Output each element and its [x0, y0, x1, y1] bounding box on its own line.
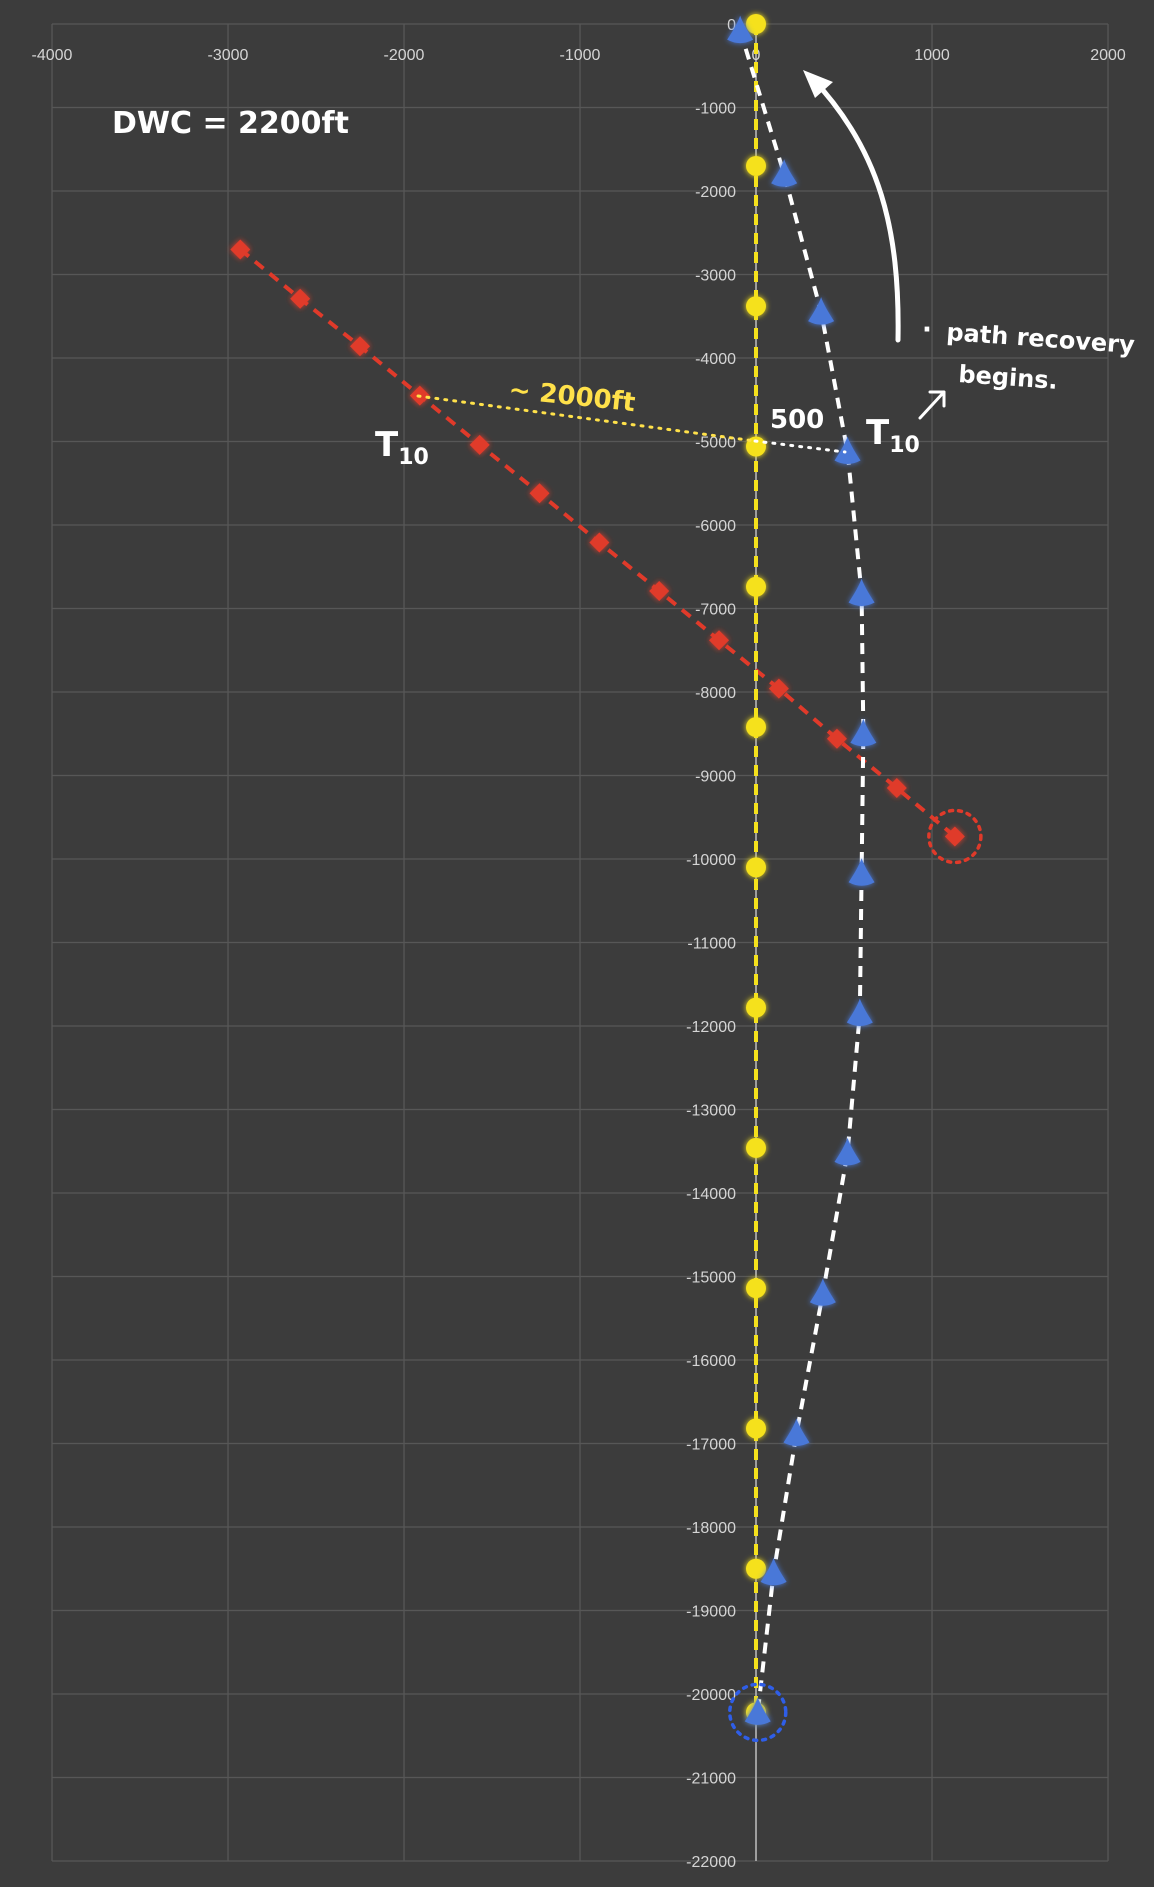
red-data-point [290, 288, 311, 309]
y-tick-label: -4000 [695, 351, 736, 368]
x-tick-label: -2000 [384, 47, 425, 64]
recovery-arrow-head [803, 70, 833, 98]
red-data-point [469, 434, 490, 455]
blue-endpoint-highlight [728, 1682, 788, 1743]
yellow-data-point [746, 717, 766, 738]
y-tick-label: -11000 [687, 936, 736, 953]
y-tick-label: -22000 [686, 1854, 736, 1871]
blue-data-point [744, 1697, 771, 1725]
series-markers [230, 14, 983, 1743]
y-tick-label: -6000 [695, 518, 736, 535]
recovery-small-arrow [918, 390, 946, 420]
dwc-annotation: DWC = 2200ft [112, 106, 349, 141]
red-data-point [886, 778, 907, 799]
y-tick-label: -8000 [695, 685, 736, 702]
yellow-data-point [746, 997, 766, 1018]
series-lines [239, 24, 957, 1713]
blue-data-point [834, 436, 861, 465]
recovery-bullet: · [922, 315, 932, 345]
offset-annotation: 500 [770, 405, 824, 435]
blue-data-point [834, 1137, 861, 1166]
blue-data-point [808, 297, 835, 325]
blue-data-point [850, 718, 877, 747]
blue-data-point [848, 858, 875, 886]
y-tick-label: -21000 [686, 1771, 736, 1788]
recovery-annotation-line2: begins. [958, 360, 1059, 395]
blue-data-point [771, 159, 798, 187]
y-tick-label: -20000 [686, 1687, 736, 1704]
yellow-data-point [746, 1278, 766, 1299]
y-tick-label: -2000 [695, 184, 736, 201]
x-tick-label: 2000 [1090, 47, 1126, 64]
red-data-point [350, 336, 370, 357]
blue-data-point [760, 1557, 787, 1586]
y-tick-label: -14000 [686, 1186, 736, 1203]
y-tick-label: -9000 [695, 769, 736, 786]
blue-data-point [848, 578, 875, 606]
red-data-point [826, 728, 847, 749]
t10-right-label: T10 [866, 413, 920, 458]
axis-tick-labels: -4000 -3000 -2000 -1000 0 1000 20000-1000-2000… [32, 17, 1126, 1871]
grid [51, 23, 1109, 1862]
red-data-point [649, 580, 670, 601]
offset-reference-line [753, 439, 847, 454]
red-data-point [768, 678, 789, 699]
dwc-reference-line [416, 394, 757, 443]
t10-left-label: T10 [375, 425, 429, 470]
y-tick-label: -13000 [686, 1103, 736, 1120]
y-tick-label: -7000 [695, 602, 736, 619]
x-tick-label: -3000 [208, 47, 249, 64]
annotation-layer: DWC = 2200ft ~ 2000ft 500 T10 T10 · path… [112, 70, 1136, 470]
blue-data-point [846, 998, 873, 1026]
y-tick-label: -1000 [695, 101, 736, 118]
red-data-point [230, 239, 251, 260]
blue-data-point [727, 15, 754, 44]
x-tick-label: -1000 [560, 47, 601, 64]
x-tick-label: 1000 [914, 47, 950, 64]
yellow-data-point [746, 296, 766, 317]
y-tick-label: -5000 [695, 435, 736, 452]
yellow-data-point [746, 1137, 766, 1158]
x-tick-label: -4000 [32, 47, 73, 64]
yellow-data-point [746, 14, 766, 34]
red-data-point [529, 483, 550, 504]
yellow-data-point [746, 155, 766, 176]
y-tick-label: -16000 [686, 1353, 736, 1370]
y-tick-label: -10000 [686, 852, 736, 869]
red-endpoint-highlight [927, 808, 983, 865]
x-tick-label: 0 [752, 47, 761, 64]
yellow-data-point [746, 576, 766, 597]
red-data-point [709, 630, 730, 651]
yellow-data-point [746, 1418, 766, 1439]
yellow-data-point [746, 1558, 766, 1579]
y-tick-label: -15000 [686, 1270, 736, 1287]
y-tick-label: -12000 [686, 1019, 736, 1036]
y-tick-label: -17000 [686, 1437, 736, 1454]
y-tick-label: -18000 [686, 1520, 736, 1537]
red-data-point [944, 826, 965, 847]
yellow-data-point [746, 857, 766, 878]
y-tick-label: -3000 [695, 268, 736, 285]
y-tick-label: 0 [727, 17, 736, 34]
yellow-data-point [746, 436, 766, 457]
y-tick-label: -19000 [686, 1604, 736, 1621]
recovery-arrow-curve [809, 75, 901, 343]
blue-data-point [783, 1418, 810, 1446]
blue-data-point [809, 1278, 836, 1306]
red-data-point [589, 532, 610, 553]
